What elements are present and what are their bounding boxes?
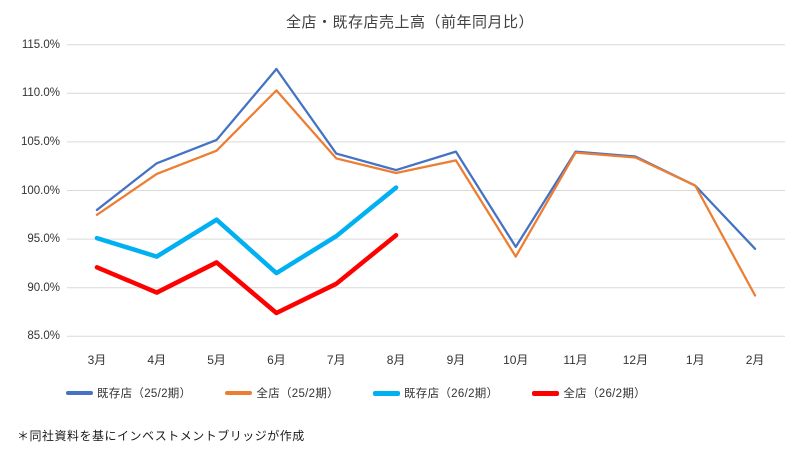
- line-swatch-icon: [66, 391, 93, 395]
- legend-item-zenten-25: 全店（25/2期）: [225, 385, 339, 401]
- x-axis-tick: 3月: [87, 353, 107, 367]
- y-axis-tick: 100.0%: [20, 184, 60, 197]
- legend-label: 全店（25/2期）: [256, 388, 339, 400]
- x-axis-tick: 2月: [745, 353, 765, 367]
- x-axis-tick: 10月: [503, 353, 529, 367]
- line-swatch-icon: [532, 390, 560, 396]
- x-axis-tick: 8月: [386, 353, 406, 367]
- y-axis-tick: 85.0%: [27, 330, 60, 343]
- series-line-2: [94, 185, 399, 276]
- x-axis-tick: 1月: [685, 353, 705, 367]
- line-swatch-icon: [372, 390, 400, 396]
- legend-item-kisonten-26: 既存店（26/2期）: [372, 385, 499, 401]
- x-axis-tick: 12月: [622, 353, 649, 367]
- y-axis-tick: 90.0%: [27, 281, 60, 294]
- legend-label: 全店（26/2期）: [563, 388, 646, 400]
- x-axis-tick: 5月: [207, 353, 226, 367]
- x-axis-tick: 4月: [147, 353, 167, 367]
- y-axis-tick: 95.0%: [27, 233, 60, 246]
- legend-item-kisonten-25: 既存店（25/2期）: [66, 385, 191, 401]
- legend-item-zenten-26: 全店（26/2期）: [532, 385, 646, 401]
- chart-legend: 既存店（25/2期） 全店（25/2期） 既存店（26/2期） 全店（26/2期…: [66, 385, 646, 401]
- series-line-3: [94, 232, 399, 316]
- series-line-1: [95, 89, 757, 297]
- x-axis-tick: 7月: [326, 353, 346, 367]
- y-axis-tick: 110.0%: [21, 87, 60, 100]
- line-swatch-icon: [225, 391, 253, 395]
- x-axis-tick: 6月: [267, 353, 286, 367]
- chart-title: 全店・既存店売上高（前年同月比）: [285, 14, 534, 31]
- legend-label: 既存店（25/2期）: [97, 388, 192, 400]
- x-axis-tick: 11月: [563, 353, 588, 367]
- source-footnote: ＊同社資料を基にインベストメントブリッジが作成: [17, 429, 305, 443]
- y-axis-tick: 115.0%: [21, 38, 60, 51]
- x-axis-tick: 9月: [446, 353, 466, 367]
- legend-label: 既存店（26/2期）: [403, 388, 499, 400]
- y-axis-tick: 105.0%: [20, 135, 60, 148]
